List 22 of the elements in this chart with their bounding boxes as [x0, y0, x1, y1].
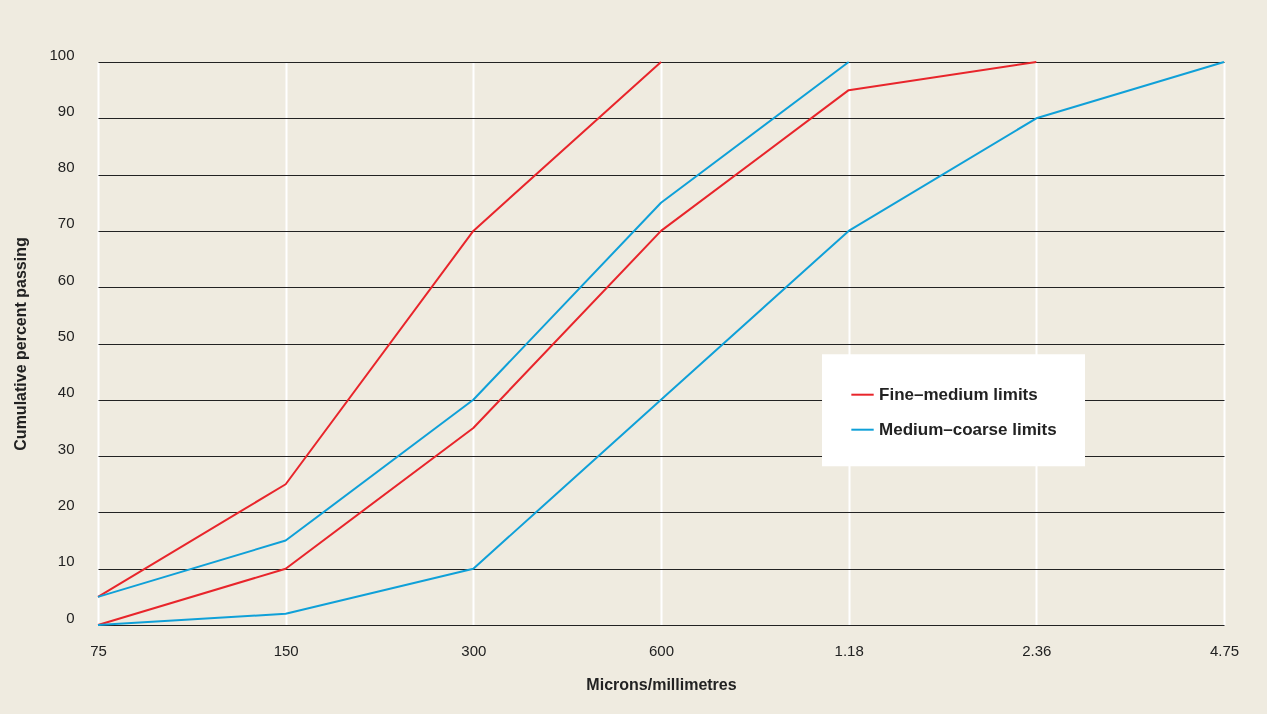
x-tick-label: 300	[461, 641, 487, 659]
x-tick-label: 75	[90, 641, 107, 659]
y-tick-label: 10	[57, 552, 75, 570]
y-tick-label: 80	[57, 158, 75, 176]
x-tick-label: 600	[648, 641, 675, 659]
y-tick-label: 90	[57, 101, 75, 119]
x-tick-label: 150	[273, 641, 299, 659]
y-tick-label: 60	[57, 270, 75, 288]
y-tick-label: 0	[66, 608, 75, 626]
y-axis-title: Cumulative percent passing	[12, 237, 30, 451]
x-axis-title: Microns/millimetres	[586, 675, 737, 693]
legend-label: Fine–medium limits	[879, 384, 1038, 404]
y-tick-label: 100	[49, 45, 75, 63]
legend-label: Medium–coarse limits	[879, 419, 1057, 439]
y-tick-label: 50	[57, 327, 75, 344]
y-tick-label: 70	[57, 214, 75, 232]
y-tick-label: 40	[57, 383, 75, 401]
x-tick-label: 1.18	[834, 641, 864, 659]
y-tick-label: 20	[57, 495, 75, 513]
x-tick-label: 2.36	[1022, 641, 1052, 659]
y-tick-label: 30	[57, 439, 75, 457]
x-tick-label: 4.75	[1209, 641, 1240, 659]
